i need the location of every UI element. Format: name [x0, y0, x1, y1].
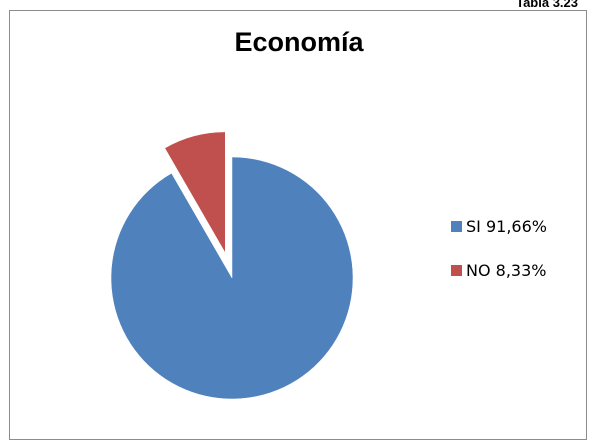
- legend-item-si: SI 91,66%: [451, 216, 547, 236]
- chart-legend: SI 91,66% NO 8,33%: [451, 216, 547, 304]
- pie-slice-si: [110, 156, 354, 400]
- chart-title: Economía: [234, 27, 364, 57]
- table-caption: Tabla 3.23: [516, 0, 578, 10]
- legend-label-no: NO 8,33%: [466, 260, 547, 280]
- legend-label-si: SI 91,66%: [466, 216, 547, 236]
- legend-swatch-no: [451, 264, 462, 276]
- legend-swatch-si: [451, 220, 462, 232]
- legend-item-no: NO 8,33%: [451, 260, 547, 280]
- pie-slice-no: [164, 131, 226, 254]
- pie-chart: [110, 131, 354, 400]
